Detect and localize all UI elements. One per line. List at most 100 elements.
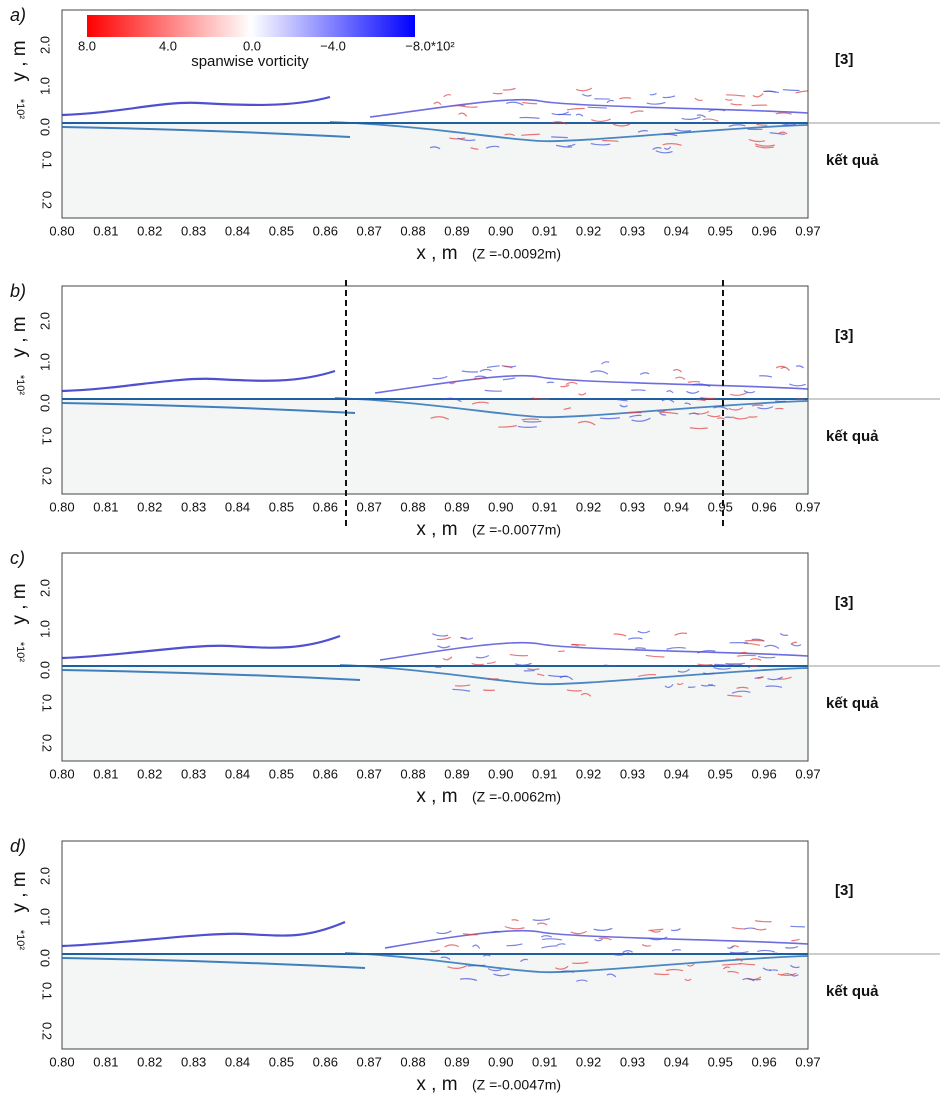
eddy <box>542 938 562 941</box>
eddy <box>790 925 805 928</box>
eddy <box>567 143 576 147</box>
eddy <box>743 642 761 646</box>
eddy <box>519 116 540 119</box>
eddy <box>612 951 630 956</box>
eddy <box>670 928 681 932</box>
eddy <box>791 643 802 647</box>
eddy <box>674 376 686 380</box>
eddy <box>761 952 778 955</box>
eddy <box>734 958 743 962</box>
eddy <box>474 375 488 379</box>
eddy <box>731 690 751 694</box>
y-axis-scale: *10² <box>14 642 26 663</box>
eddy <box>447 964 468 969</box>
eddy <box>639 372 650 376</box>
x-tick-label: 0.93 <box>620 223 645 238</box>
x-tick-label: 0.92 <box>576 223 601 238</box>
eddy <box>433 101 442 105</box>
eddy <box>470 147 479 150</box>
eddy <box>743 927 755 930</box>
x-tick-label: 0.82 <box>137 766 162 781</box>
eddy <box>487 661 496 664</box>
eddy <box>471 663 485 666</box>
x-tick-label: 0.91 <box>532 766 557 781</box>
eddy <box>755 145 775 149</box>
eddy <box>723 663 743 667</box>
eddy <box>677 668 691 673</box>
panel: 2.0 1.0 0.0 0.1 0.2 y , m *10² 0.80 0.81 0.82 0.83… <box>9 548 940 807</box>
eddy <box>694 97 703 102</box>
eddy <box>587 106 607 109</box>
eddy <box>505 101 524 106</box>
eddy <box>648 928 664 932</box>
eddy <box>566 689 582 692</box>
panel-label: a) <box>10 5 26 25</box>
eddy <box>509 653 529 657</box>
eddy <box>629 414 642 418</box>
eddy <box>492 92 503 95</box>
x-tick-label: 0.83 <box>181 766 206 781</box>
x-tick-label: 0.86 <box>313 1054 338 1069</box>
eddy <box>546 381 554 384</box>
panel-label: b) <box>10 281 26 301</box>
eddy <box>693 410 710 415</box>
eddy <box>613 633 627 637</box>
eddy <box>572 961 589 964</box>
eddy <box>504 925 525 930</box>
x-tick-label: 0.86 <box>313 499 338 514</box>
result-label: kết quả <box>826 428 879 445</box>
x-tick-label: 0.91 <box>532 499 557 514</box>
shear-layer <box>61 634 341 660</box>
eddy <box>687 380 701 384</box>
eddy <box>717 417 725 420</box>
x-tick-label: 0.84 <box>225 499 250 514</box>
eddy <box>606 99 615 104</box>
x-tick-label: 0.82 <box>137 499 162 514</box>
eddy <box>743 390 756 394</box>
eddy <box>449 137 466 140</box>
y-axis-label: y , m <box>9 583 30 624</box>
lower-region <box>62 666 808 761</box>
z-label: (Z =-0.0077m) <box>472 522 561 538</box>
eddy <box>666 646 686 650</box>
x-tick-label: 0.84 <box>225 223 250 238</box>
eddy <box>442 656 453 661</box>
eddy <box>472 944 481 949</box>
x-tick-label: 0.82 <box>137 1054 162 1069</box>
y-tick-label: 0.2 <box>40 191 55 209</box>
eddy <box>619 97 632 100</box>
x-tick-label: 0.90 <box>488 499 513 514</box>
eddy <box>432 375 448 380</box>
eddy <box>684 978 692 982</box>
eddy <box>577 420 596 426</box>
eddy <box>781 123 796 126</box>
eddy <box>727 970 740 974</box>
colorbar-tick-label: 8.0 <box>78 38 96 53</box>
eddy <box>645 654 665 658</box>
eddy <box>722 966 731 970</box>
eddy <box>672 369 682 373</box>
eddy <box>756 123 768 126</box>
eddy <box>790 641 798 645</box>
z-label: (Z =-0.0062m) <box>472 789 561 805</box>
lower-region <box>62 123 808 218</box>
eddy <box>749 664 758 667</box>
eddy <box>479 368 492 373</box>
x-tick-label: 0.85 <box>269 223 294 238</box>
eddy <box>600 417 620 420</box>
eddy <box>487 968 502 972</box>
y-axis-scale: *10² <box>14 930 26 951</box>
eddy <box>703 672 715 675</box>
x-tick-label: 0.84 <box>225 1054 250 1069</box>
x-tick-label: 0.96 <box>751 766 776 781</box>
x-tick-label: 0.83 <box>181 499 206 514</box>
x-tick-label: 0.89 <box>444 1054 469 1069</box>
eddy <box>602 139 619 142</box>
eddy <box>440 956 451 960</box>
eddy <box>560 384 570 388</box>
eddy <box>601 361 610 365</box>
eddy <box>460 636 474 640</box>
x-tick-label: 0.80 <box>49 1054 74 1069</box>
eddy <box>430 416 450 420</box>
